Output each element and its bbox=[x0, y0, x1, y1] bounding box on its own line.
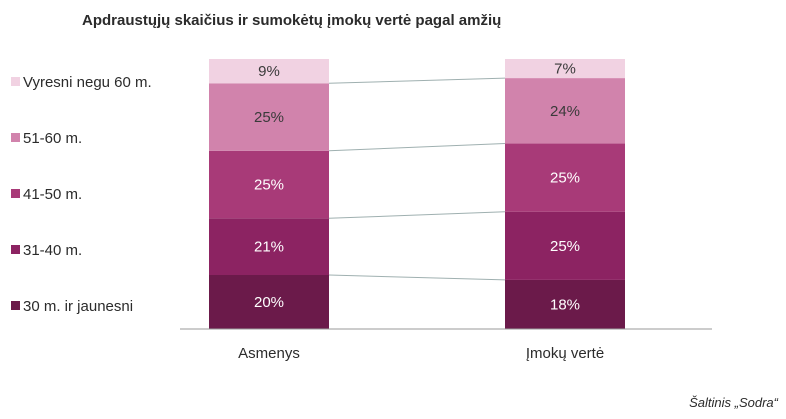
legend-swatch bbox=[11, 245, 20, 254]
data-label: 24% bbox=[550, 103, 580, 120]
bar-segment bbox=[505, 279, 625, 329]
data-label: 25% bbox=[254, 109, 284, 126]
bar-segment bbox=[505, 143, 625, 212]
bar-segment bbox=[209, 218, 329, 275]
legend-label: 41-50 m. bbox=[23, 186, 82, 203]
legend-swatch bbox=[11, 133, 20, 142]
legend-swatch bbox=[11, 189, 20, 198]
data-label: 20% bbox=[254, 294, 284, 311]
legend-swatch bbox=[11, 301, 20, 310]
legend-label: 51-60 m. bbox=[23, 130, 82, 147]
series-connector bbox=[328, 77, 506, 84]
legend-swatch bbox=[11, 77, 20, 86]
category-label: Įmokų vertė bbox=[526, 345, 604, 362]
bar-segment bbox=[209, 275, 329, 329]
bar-segment bbox=[505, 211, 625, 280]
bars-group: 20% 21% 25% 25% 9% 18% 25% 25% 24% 7% bbox=[209, 59, 625, 329]
bar-segment bbox=[505, 59, 625, 79]
legend-label: 31-40 m. bbox=[23, 242, 82, 259]
data-label: 9% bbox=[258, 63, 280, 80]
data-label: 21% bbox=[254, 239, 284, 256]
bar-segment bbox=[505, 78, 625, 144]
data-label: 18% bbox=[550, 296, 580, 313]
data-label: 25% bbox=[550, 238, 580, 255]
data-label: 25% bbox=[550, 170, 580, 187]
category-label: Asmenys bbox=[238, 345, 300, 362]
bar-segment bbox=[209, 150, 329, 219]
source-note: Šaltinis „Sodra“ bbox=[689, 395, 779, 410]
data-label: 7% bbox=[554, 61, 576, 78]
series-connector bbox=[328, 211, 506, 219]
legend: Vyresni negu 60 m. 51-60 m. 41-50 m. 31-40 … bbox=[11, 74, 152, 315]
bar-segment bbox=[209, 83, 329, 151]
bar-segment bbox=[209, 59, 329, 84]
series-connector bbox=[328, 143, 506, 152]
category-labels: Asmenys Įmokų vertė bbox=[238, 345, 604, 362]
series-connector bbox=[328, 274, 506, 281]
legend-label: Vyresni negu 60 m. bbox=[23, 74, 152, 91]
legend-label: 30 m. ir jaunesni bbox=[23, 298, 133, 315]
data-label: 25% bbox=[254, 177, 284, 194]
chart-title: Apdraustųjų skaičius ir sumokėtų įmokų v… bbox=[82, 12, 501, 29]
series-connector-lines bbox=[328, 77, 506, 281]
